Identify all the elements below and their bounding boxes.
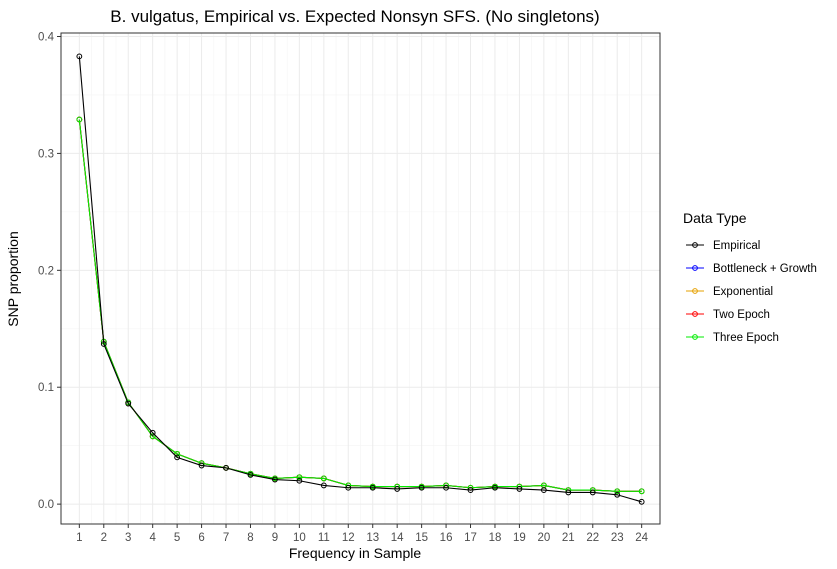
data-point-empirical bbox=[467, 487, 474, 493]
data-point-empirical bbox=[76, 53, 83, 60]
x-tick-label: 18 bbox=[489, 532, 502, 544]
x-tick-label: 15 bbox=[415, 532, 428, 544]
data-point-empirical bbox=[247, 472, 254, 478]
legend-key-point bbox=[692, 334, 698, 340]
data-point-three-epoch bbox=[76, 116, 83, 123]
data-point-empirical bbox=[638, 498, 645, 505]
x-tick-label: 16 bbox=[440, 532, 453, 544]
data-point-three-epoch bbox=[174, 450, 181, 457]
legend-item-empirical: Empirical bbox=[686, 240, 760, 252]
data-point-three-epoch bbox=[320, 475, 327, 482]
y-axis-title: SNP proportion bbox=[5, 231, 21, 326]
data-point-empirical bbox=[174, 454, 181, 461]
x-tick-label: 6 bbox=[198, 532, 204, 544]
x-tick-label: 10 bbox=[293, 532, 306, 544]
data-point-empirical bbox=[614, 491, 621, 498]
chart-title: B. vulgatus, Empirical vs. Expected Nons… bbox=[110, 7, 599, 26]
legend-label: Three Epoch bbox=[713, 332, 779, 344]
x-tick-label: 1 bbox=[76, 532, 82, 544]
data-point-empirical bbox=[492, 484, 498, 491]
data-point-empirical bbox=[223, 464, 229, 471]
legend: Data Type Empirical Bottleneck + Growth Ex… bbox=[683, 210, 817, 344]
y-tick-label: 0.3 bbox=[38, 148, 54, 160]
x-axis-title: Frequency in Sample bbox=[289, 545, 422, 561]
data-point-empirical bbox=[443, 484, 449, 491]
data-point-three-epoch bbox=[149, 433, 156, 440]
legend-label: Empirical bbox=[713, 240, 760, 252]
data-point-three-epoch bbox=[296, 474, 303, 481]
x-tick-label: 12 bbox=[342, 532, 355, 544]
data-point-empirical bbox=[198, 462, 205, 469]
legend-key-point bbox=[692, 288, 698, 294]
grid bbox=[61, 33, 660, 524]
data-point-empirical bbox=[345, 484, 352, 491]
x-tick-label: 13 bbox=[366, 532, 379, 544]
legend-title: Data Type bbox=[683, 210, 747, 226]
data-point-empirical bbox=[516, 486, 523, 492]
x-tick-label: 9 bbox=[272, 532, 278, 544]
data-point-empirical bbox=[272, 476, 278, 483]
legend-item-exponential: Exponential bbox=[686, 286, 773, 298]
data-point-empirical bbox=[125, 400, 132, 407]
data-point-empirical bbox=[320, 482, 327, 489]
x-tick-label: 23 bbox=[611, 532, 624, 544]
x-tick-label: 3 bbox=[125, 532, 131, 544]
axes: 0.00.10.20.30.41 2 3 4 5 6 7 8 9 10 11 12 13 14 15 16 17… bbox=[38, 32, 649, 544]
y-tick-label: 0.4 bbox=[38, 32, 55, 44]
data-point-empirical bbox=[565, 489, 572, 496]
y-tick-label: 0.2 bbox=[38, 265, 54, 277]
legend-key-point bbox=[692, 242, 698, 248]
panel-border bbox=[60, 32, 661, 525]
data-point-empirical bbox=[418, 484, 425, 491]
data-point-empirical bbox=[540, 487, 547, 493]
x-tick-label: 14 bbox=[391, 532, 404, 544]
legend-key-point bbox=[692, 265, 698, 271]
data-point-empirical bbox=[100, 341, 107, 347]
legend-item-bottleneck-growth: Bottleneck + Growth bbox=[686, 263, 817, 275]
series-line-three-epoch bbox=[78, 119, 642, 492]
x-tick-label: 7 bbox=[223, 532, 229, 544]
data-point-empirical bbox=[589, 489, 596, 496]
data-point-empirical bbox=[369, 484, 376, 491]
x-tick-label: 21 bbox=[562, 532, 575, 544]
series-line-empirical bbox=[78, 56, 642, 503]
legend-item-two-epoch: Two Epoch bbox=[686, 309, 770, 321]
x-tick-label: 17 bbox=[464, 532, 477, 544]
series-layer bbox=[76, 53, 645, 505]
data-point-empirical bbox=[394, 486, 401, 492]
legend-key-point bbox=[692, 311, 698, 317]
x-tick-label: 4 bbox=[149, 532, 156, 544]
legend-label: Bottleneck + Growth bbox=[713, 263, 817, 275]
legend-label: Exponential bbox=[713, 286, 773, 298]
legend-label: Two Epoch bbox=[713, 309, 770, 321]
legend-items: Empirical Bottleneck + Growth Exponential T… bbox=[686, 240, 817, 344]
x-tick-label: 24 bbox=[635, 532, 648, 544]
data-point-three-epoch bbox=[638, 488, 645, 495]
x-tick-label: 19 bbox=[513, 532, 526, 544]
x-tick-label: 11 bbox=[318, 532, 330, 544]
legend-item-three-epoch: Three Epoch bbox=[686, 332, 779, 344]
series-three-epoch bbox=[76, 116, 645, 495]
x-tick-label: 20 bbox=[537, 532, 550, 544]
x-tick-label: 2 bbox=[101, 532, 107, 544]
data-point-empirical bbox=[296, 477, 303, 484]
x-tick-label: 22 bbox=[586, 532, 599, 544]
x-tick-label: 8 bbox=[247, 532, 253, 544]
y-tick-label: 0.1 bbox=[38, 382, 54, 394]
x-tick-label: 5 bbox=[174, 532, 180, 544]
data-point-three-epoch bbox=[614, 488, 621, 495]
series-empirical bbox=[76, 53, 645, 505]
data-point-empirical bbox=[149, 429, 156, 436]
y-tick-label: 0.0 bbox=[38, 499, 54, 511]
